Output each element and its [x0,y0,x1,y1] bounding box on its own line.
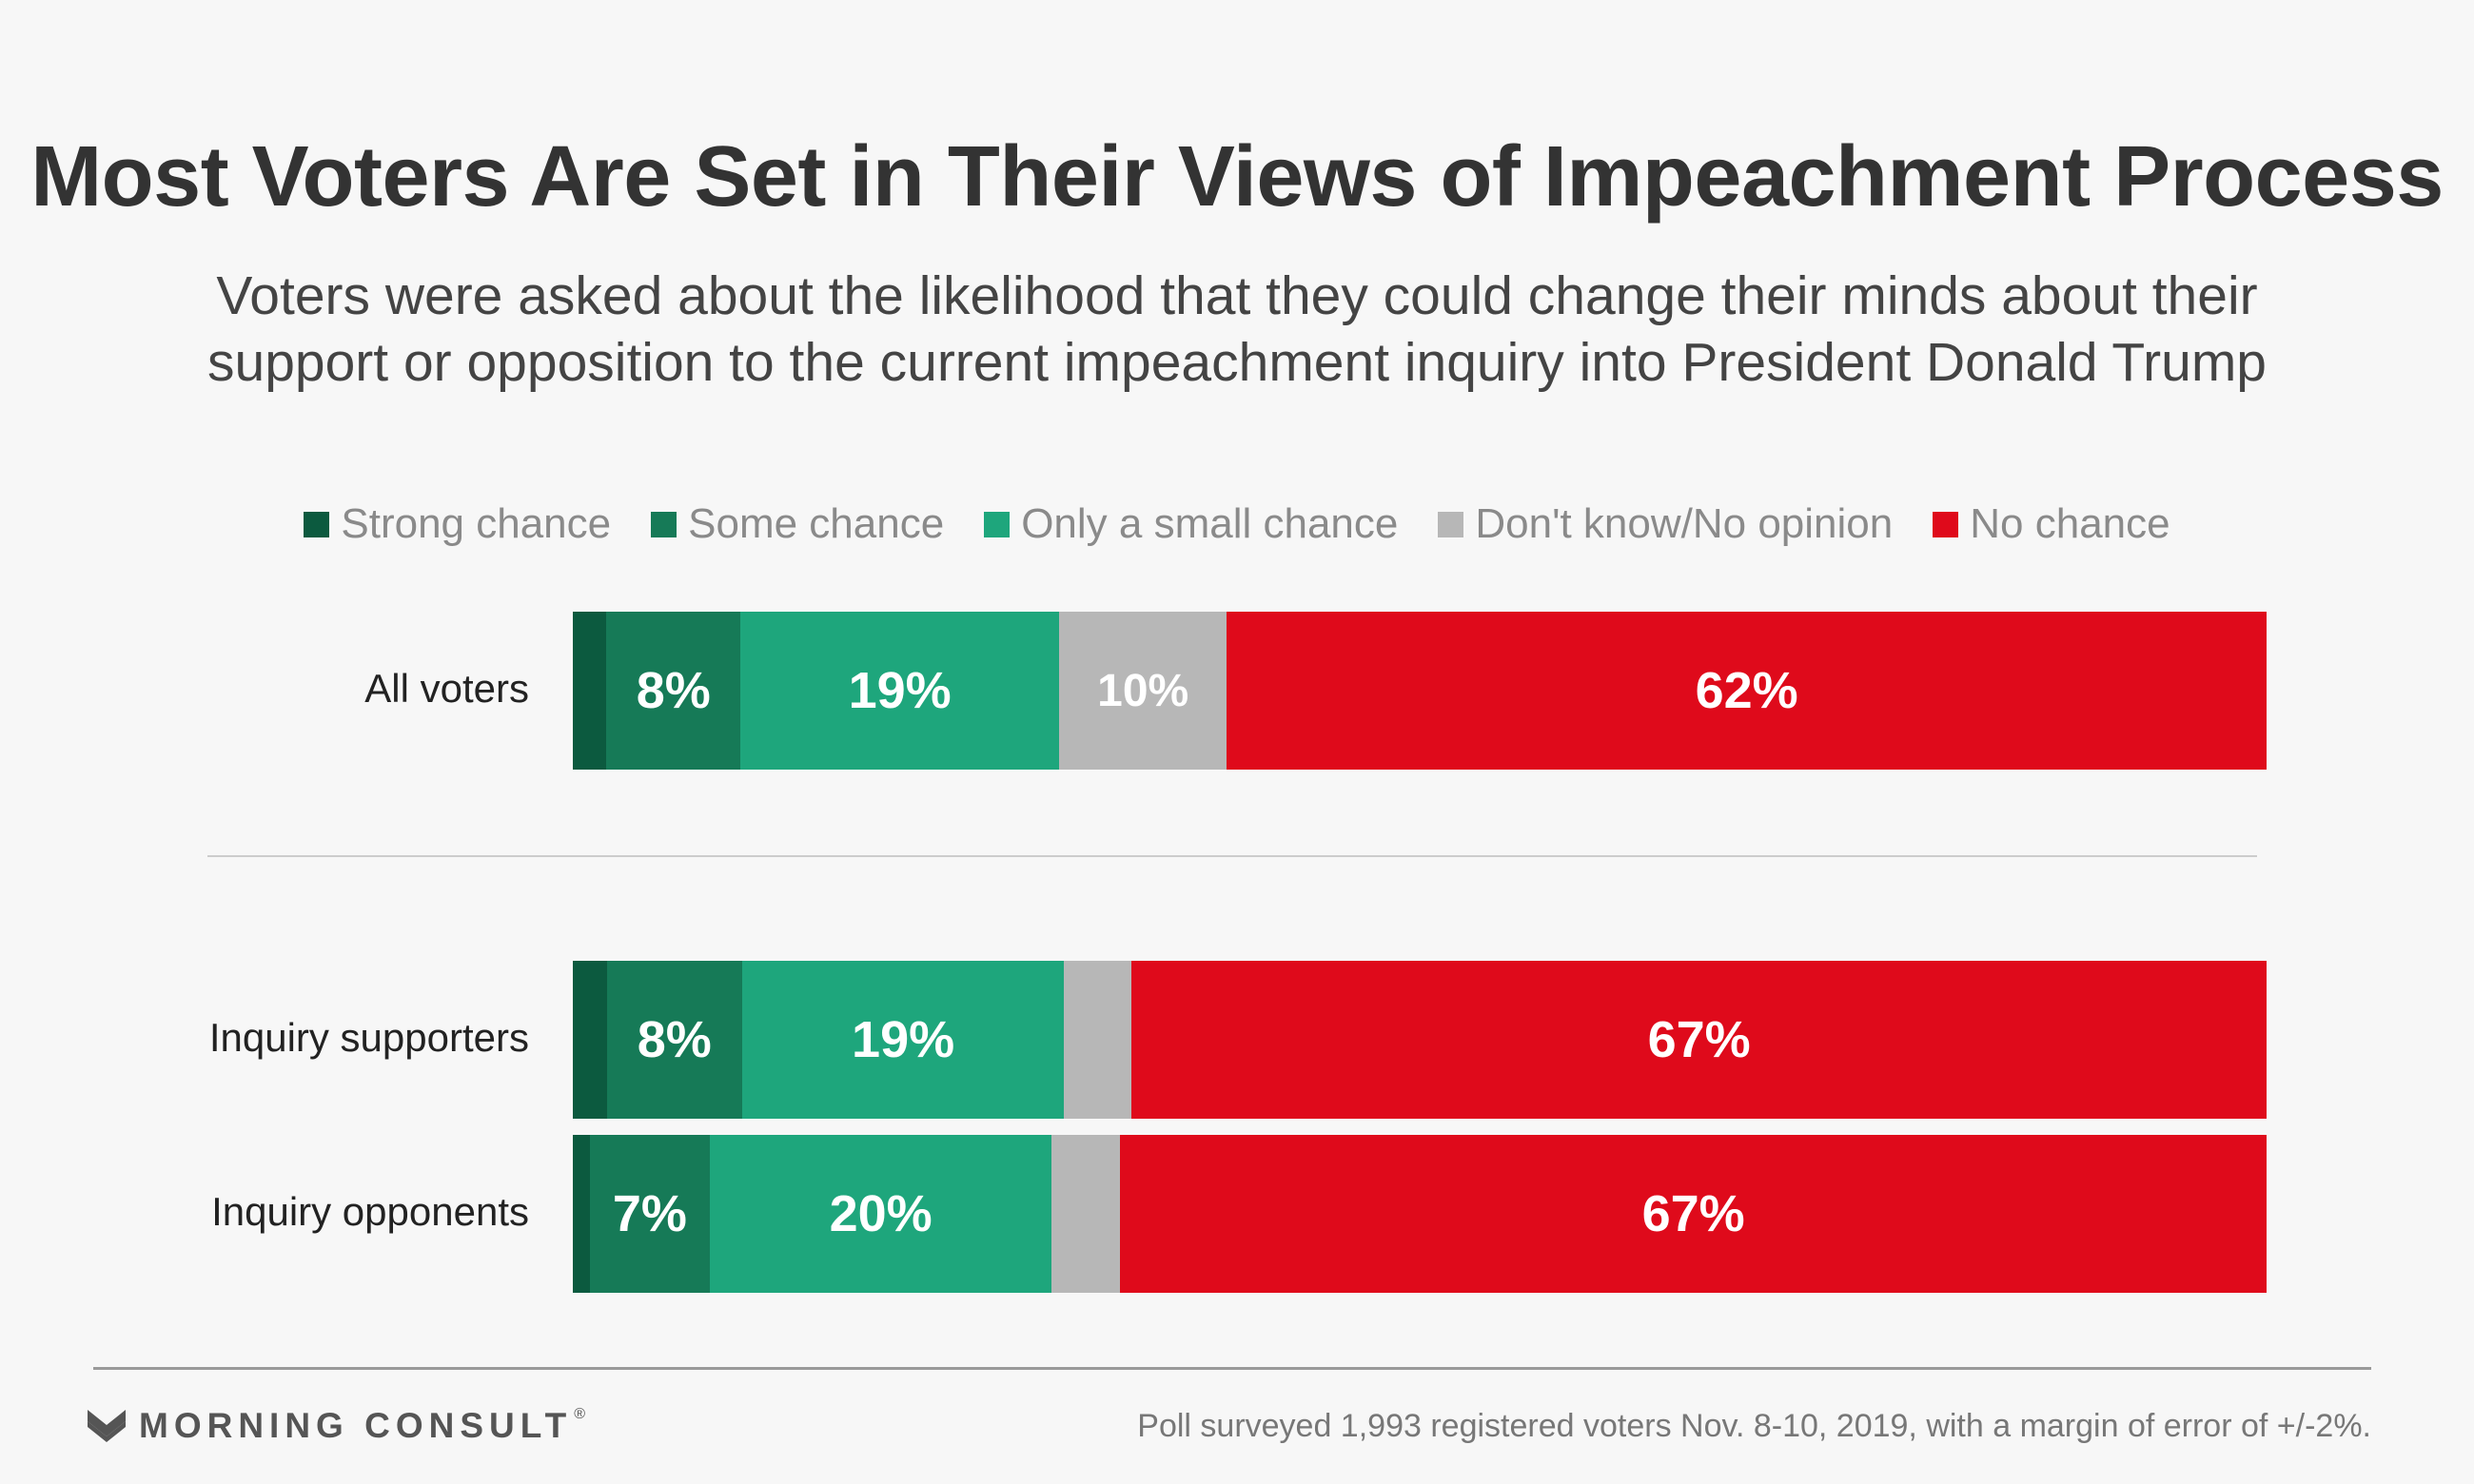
row-label-all-voters: All voters [364,666,529,711]
bar-segment-strong-chance [573,961,607,1119]
bar-segment-only-a-small-chance: 19% [741,961,1065,1119]
brand-logo: MORNING CONSULT ® [88,1406,585,1446]
data-label: 67% [1647,1011,1751,1068]
bar-segment-some-chance: 7% [589,1135,710,1293]
data-label: 8% [636,662,711,719]
legend-item-only-a-small-chance: Only a small chance [984,500,1398,548]
legend-swatch [651,511,677,537]
chart-title: Most Voters Are Set in Their Views of Im… [30,129,2444,225]
legend-label: Don't know/No opinion [1475,500,1894,547]
bar-segment-no-chance: 67% [1131,961,2267,1119]
legend-label: Some chance [688,500,945,547]
legend-label: Strong chance [341,500,612,547]
bar-segment-only-a-small-chance: 19% [740,612,1060,770]
stacked-bar-inquiry-supporters: 8% 19% 67% [573,961,2267,1119]
stacked-bar-all-voters: 8% 19% 10% 62% [573,612,2267,770]
row-label-inquiry-supporters: Inquiry supporters [208,1015,529,1060]
chart-subtitle: Voters were asked about the likelihood t… [207,265,2267,393]
bar-segment-don-t-know-no-opinion: 10% [1059,612,1227,770]
bar-segment-some-chance: 8% [606,612,741,770]
group-divider [207,855,2257,857]
morning-consult-logo-icon [88,1410,126,1442]
bar-segment-no-chance: 62% [1227,612,2267,770]
chart-legend: Strong chance Some chance Only a small cha… [0,500,2474,548]
legend-item-don-t-know-no-opinion: Don't know/No opinion [1438,500,1893,548]
data-label: 62% [1695,662,1798,719]
legend-swatch [984,511,1011,537]
data-label: 20% [829,1185,933,1242]
legend-label: Only a small chance [1021,500,1399,547]
legend-label: No chance [1970,500,2170,547]
data-label: 10% [1097,665,1189,716]
stacked-bar-inquiry-opponents: 7% 20% 67% [573,1135,2267,1293]
legend-item-some-chance: Some chance [651,500,944,548]
bar-segment-don-t-know-no-opinion [1064,961,1132,1119]
bar-segment-don-t-know-no-opinion [1051,1135,1121,1293]
source-note: Poll surveyed 1,993 registered voters No… [1137,1408,2371,1444]
brand-registered-mark: ® [574,1406,585,1422]
data-label: 67% [1641,1185,1745,1242]
bar-segment-strong-chance [573,612,607,770]
legend-item-strong-chance: Strong chance [304,500,611,548]
legend-swatch [1933,511,1959,537]
legend-swatch [1438,511,1464,537]
legend-swatch [304,511,330,537]
row-label-inquiry-opponents: Inquiry opponents [211,1189,529,1234]
bar-segment-no-chance: 67% [1120,1135,2267,1293]
bar-segment-strong-chance [573,1135,590,1293]
data-label: 7% [612,1185,687,1242]
brand-name: MORNING CONSULT [139,1406,573,1445]
footer-rule [93,1367,2371,1370]
data-label: 19% [852,1011,955,1068]
bar-segment-some-chance: 8% [606,961,742,1119]
data-label: 8% [637,1011,712,1068]
bar-segment-only-a-small-chance: 20% [709,1135,1052,1293]
data-label: 19% [848,662,952,719]
legend-item-no-chance: No chance [1933,500,2170,548]
